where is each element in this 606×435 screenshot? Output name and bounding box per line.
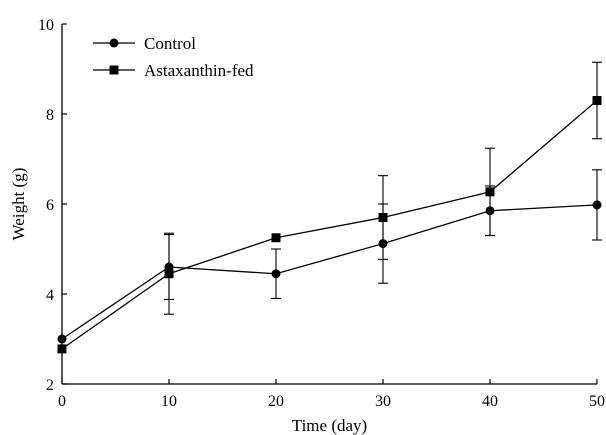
- x-tick-label: 30: [375, 393, 391, 410]
- legend-marker: [109, 38, 119, 48]
- x-tick-label: 40: [482, 393, 498, 410]
- x-tick-label: 0: [58, 393, 66, 410]
- data-point: [378, 213, 388, 222]
- data-point: [271, 269, 281, 279]
- series-group: [57, 61, 602, 354]
- data-point: [592, 200, 602, 210]
- data-point: [592, 96, 602, 105]
- data-point: [57, 344, 67, 354]
- series-line: [61, 204, 598, 340]
- legend-entry: Astaxanthin-fed: [93, 61, 254, 80]
- x-axis-title: Time (day): [292, 416, 367, 435]
- x-tick-label: 10: [161, 393, 177, 410]
- legend-label: Control: [144, 34, 196, 53]
- legend-label: Astaxanthin-fed: [144, 61, 254, 80]
- legend-marker: [109, 65, 119, 75]
- legend: Control Astaxanthin-fed: [93, 34, 254, 80]
- series-square: [57, 61, 602, 354]
- series-circle: [57, 169, 602, 344]
- y-tick-label: 6: [46, 197, 54, 214]
- y-tick-label: 2: [46, 377, 54, 394]
- data-point: [164, 269, 174, 279]
- data-point: [57, 334, 67, 344]
- series-line: [61, 100, 598, 350]
- y-axis-title: Weight (g): [9, 168, 28, 241]
- axes: 0 10 20 30 40 50 2 4 6 8 10: [38, 17, 605, 410]
- y-tick-label: 10: [38, 17, 54, 34]
- y-tick-label: 8: [46, 107, 54, 124]
- data-point: [485, 187, 495, 197]
- x-tick-label: 20: [268, 393, 284, 410]
- x-tick-label: 50: [589, 393, 605, 410]
- data-point: [271, 233, 281, 243]
- legend-entry: Control: [93, 34, 196, 53]
- y-tick-label: 4: [46, 287, 54, 304]
